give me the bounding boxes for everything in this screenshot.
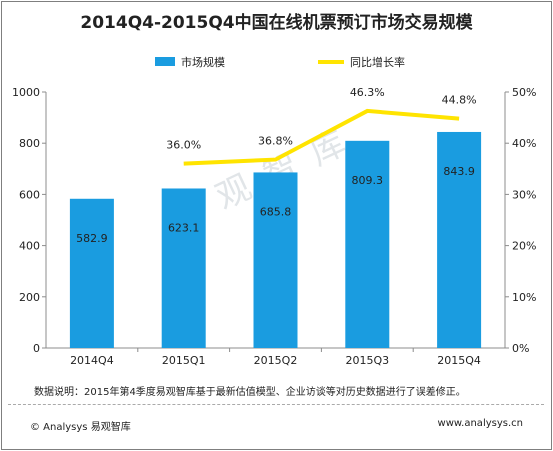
- line-data-label: 46.3%: [350, 86, 385, 99]
- x-tick-label: 2015Q4: [437, 354, 481, 367]
- y-right-tick-label: 50%: [512, 86, 536, 99]
- data-note: 数据说明：2015年第4季度易观智库基于最新估值模型、企业访谈等对历史数据进行了…: [34, 387, 466, 398]
- growth-line: [183, 108, 460, 166]
- footer-website: www.analysys.cn: [437, 418, 523, 429]
- bar-data-label: 685.8: [260, 205, 292, 218]
- y-right-tick-label: 20%: [512, 240, 536, 253]
- y-right-tick-label: 10%: [512, 291, 536, 304]
- y-left-tick-label: 1000: [12, 86, 40, 99]
- y-right-tick-label: 40%: [512, 137, 536, 150]
- line-data-label: 44.8%: [442, 94, 477, 107]
- y-right-tick-label: 30%: [512, 188, 536, 201]
- bar: [161, 188, 206, 348]
- y-left-tick-label: 200: [19, 291, 40, 304]
- y-left-tick-label: 0: [33, 342, 40, 355]
- chart-title: 2014Q4-2015Q4中国在线机票预订市场交易规模: [80, 13, 473, 33]
- bar: [69, 198, 114, 348]
- footer-copyright: © Analysys 易观智库: [30, 422, 131, 433]
- bar: [345, 140, 390, 348]
- bar-data-label: 843.9: [443, 165, 475, 178]
- bar-data-label: 809.3: [352, 174, 384, 187]
- x-tick-label: 2015Q2: [254, 354, 298, 367]
- legend-line-swatch: [318, 60, 344, 64]
- bar: [253, 172, 298, 348]
- legend-bar-swatch: [155, 57, 175, 66]
- line-data-label: 36.0%: [166, 139, 201, 152]
- line-data-label: 36.8%: [258, 135, 293, 148]
- x-tick-label: 2014Q4: [70, 354, 114, 367]
- y-left-tick-label: 400: [19, 240, 40, 253]
- x-tick-label: 2015Q1: [162, 354, 206, 367]
- y-left-tick-label: 800: [19, 137, 40, 150]
- x-tick-label: 2015Q3: [345, 354, 389, 367]
- bar-data-label: 623.1: [168, 221, 200, 234]
- legend-line-label: 同比增长率: [350, 56, 405, 69]
- y-right-tick-label: 0%: [512, 342, 529, 355]
- legend-bar-label: 市场规模: [181, 56, 225, 69]
- footer-divider: [8, 404, 544, 405]
- bar: [437, 131, 482, 348]
- bar-data-label: 582.9: [76, 232, 108, 245]
- y-left-tick-label: 600: [19, 188, 40, 201]
